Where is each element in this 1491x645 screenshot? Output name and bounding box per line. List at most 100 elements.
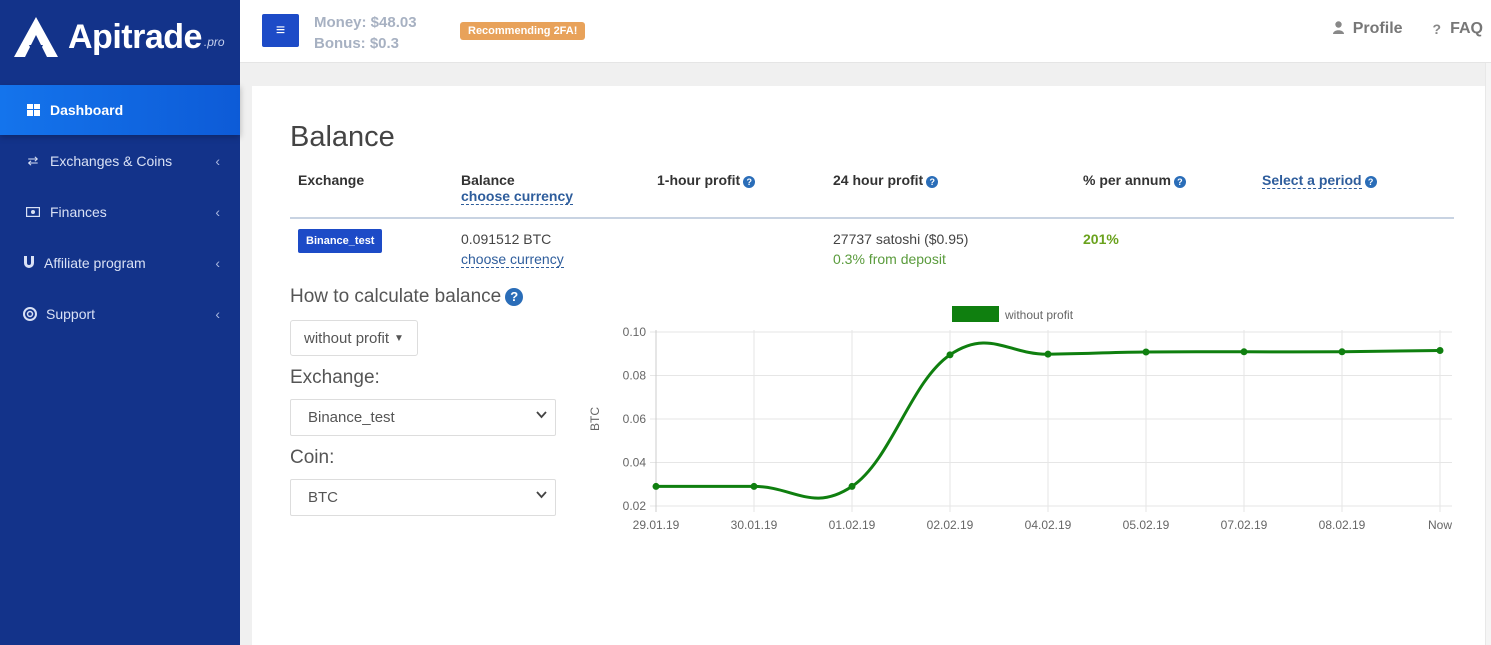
hamburger-icon: ≡	[275, 21, 286, 39]
sidebar-item-affiliate[interactable]: Affiliate program ‹	[0, 237, 240, 288]
table-header-row: Exchange Balance choose currency 1-hour …	[290, 169, 1454, 218]
calc-mode-dropdown[interactable]: without profit ▼	[290, 320, 418, 356]
col-balance-label: Balance	[461, 172, 515, 188]
choose-currency-header-link[interactable]: choose currency	[461, 188, 574, 205]
calc-balance-label: How to calculate balance?	[290, 286, 524, 308]
profile-link[interactable]: Profile	[1332, 20, 1403, 38]
help-icon[interactable]: ?	[1364, 176, 1377, 188]
x-tick-label: 29.01.19	[633, 518, 680, 532]
data-point	[1142, 348, 1150, 356]
cell-hour-profit	[649, 218, 825, 279]
y-tick-label: 0.06	[623, 412, 647, 426]
coin-select[interactable]: BTC	[290, 479, 556, 516]
y-tick-label: 0.02	[623, 499, 647, 513]
cell-per-annum: 201%	[1075, 218, 1254, 279]
chevron-left-icon: ‹	[215, 203, 220, 220]
sidebar-item-dashboard[interactable]: Dashboard	[0, 85, 240, 135]
lifebuoy-icon	[22, 306, 38, 321]
faq-label: FAQ	[1450, 20, 1483, 37]
bonus-balance: Bonus: $0.3	[314, 35, 400, 52]
sidebar: Apitrade .pro Dashboard ⇄ Exchanges & Co…	[0, 0, 240, 645]
balance-table: Exchange Balance choose currency 1-hour …	[290, 169, 1454, 279]
topbar: ≡ Money: $48.03 Bonus: $0.3 Recommending…	[240, 0, 1491, 63]
data-point	[1436, 346, 1444, 354]
magnet-icon	[22, 256, 36, 269]
balance-value: 0.091512 BTC	[461, 231, 552, 247]
hamburger-menu-button[interactable]: ≡	[262, 14, 299, 47]
question-icon: ?	[1432, 21, 1442, 37]
data-point	[1044, 350, 1052, 358]
col-per-annum-label: % per annum	[1083, 172, 1171, 188]
per-annum-value: 201%	[1083, 231, 1119, 247]
top-nav: Profile ? FAQ	[1332, 20, 1491, 38]
balance-panel: Balance Exchange Balance choose currency…	[252, 86, 1485, 645]
x-tick-label: 08.02.19	[1319, 518, 1366, 532]
account-summary: Money: $48.03 Bonus: $0.3	[314, 12, 417, 54]
chevron-down-icon	[536, 410, 547, 422]
col-hour-profit: 1-hour profit?	[649, 169, 825, 218]
data-point	[1240, 348, 1248, 356]
caret-down-icon: ▼	[394, 332, 404, 344]
calc-mode-value: without profit	[304, 329, 390, 347]
page-scrollbar[interactable]	[1485, 63, 1491, 645]
exchange-select[interactable]: Binance_test	[290, 399, 556, 436]
sidebar-item-label: Support	[46, 305, 96, 322]
select-period-link[interactable]: Select a period	[1262, 172, 1362, 189]
help-icon[interactable]: ?	[505, 288, 524, 306]
data-point	[652, 482, 660, 490]
col-per-annum: % per annum?	[1075, 169, 1254, 218]
day-profit-percent: 0.3% from deposit	[833, 251, 946, 267]
col-select-period: Select a period?	[1254, 169, 1454, 218]
y-tick-label: 0.10	[623, 325, 647, 339]
x-tick-label: 02.02.19	[927, 518, 974, 532]
chevron-left-icon: ‹	[215, 152, 220, 169]
money-icon	[24, 206, 42, 217]
data-point	[946, 351, 954, 359]
data-point	[848, 482, 856, 490]
sidebar-item-label: Dashboard	[50, 102, 124, 118]
x-tick-label: 01.02.19	[829, 518, 876, 532]
faq-link[interactable]: ? FAQ	[1433, 20, 1483, 38]
legend-swatch	[952, 306, 999, 322]
x-tick-label: 04.02.19	[1025, 518, 1072, 532]
sidebar-item-finances[interactable]: Finances ‹	[0, 186, 240, 237]
table-row: Binance_test 0.091512 BTC choose currenc…	[290, 218, 1454, 279]
exchange-badge[interactable]: Binance_test	[298, 229, 383, 253]
x-tick-label: 05.02.19	[1123, 518, 1170, 532]
col-exchange: Exchange	[298, 172, 365, 188]
coin-select-value: BTC	[308, 489, 338, 506]
col-day-profit: 24 hour profit?	[825, 169, 1075, 218]
sidebar-nav: Dashboard ⇄ Exchanges & Coins ‹ Finances…	[0, 85, 240, 339]
grid-icon	[24, 104, 42, 116]
help-icon[interactable]: ?	[926, 176, 939, 188]
data-point	[750, 482, 758, 490]
series-line	[656, 341, 1441, 500]
brand-name: Apitrade	[68, 17, 202, 56]
legend-label: without profit	[1004, 308, 1074, 322]
x-tick-label: 07.02.19	[1221, 518, 1268, 532]
cell-day-profit: 27737 satoshi ($0.95) 0.3% from deposit	[825, 218, 1075, 279]
twofa-recommendation-badge[interactable]: Recommending 2FA!	[460, 22, 586, 40]
col-balance: Balance choose currency	[453, 169, 649, 218]
sidebar-item-exchanges[interactable]: ⇄ Exchanges & Coins ‹	[0, 135, 240, 186]
data-point	[1338, 348, 1346, 356]
choose-currency-link[interactable]: choose currency	[461, 251, 564, 268]
money-balance: Money: $48.03	[314, 14, 417, 31]
exchange-label: Exchange:	[290, 367, 380, 388]
cell-exchange: Binance_test	[290, 218, 453, 279]
apitrade-logo-icon	[14, 17, 58, 57]
help-icon[interactable]: ?	[1173, 176, 1186, 188]
profile-label: Profile	[1352, 20, 1403, 37]
help-icon[interactable]: ?	[743, 176, 756, 188]
x-tick-label: Now	[1428, 518, 1452, 532]
col-day-profit-label: 24 hour profit	[833, 172, 924, 188]
sidebar-item-label: Finances	[50, 203, 107, 220]
balance-chart: without profit 0.10 0.08 0.06 0.04 0.02 29.01.…	[588, 306, 1452, 532]
y-tick-label: 0.08	[623, 369, 647, 383]
logo[interactable]: Apitrade .pro	[0, 0, 240, 74]
calc-balance-text: How to calculate balance	[290, 286, 502, 307]
exchange-select-value: Binance_test	[308, 409, 395, 426]
col-hour-profit-label: 1-hour profit	[657, 172, 741, 188]
sidebar-item-support[interactable]: Support ‹	[0, 288, 240, 339]
y-axis-label: BTC	[588, 407, 602, 431]
